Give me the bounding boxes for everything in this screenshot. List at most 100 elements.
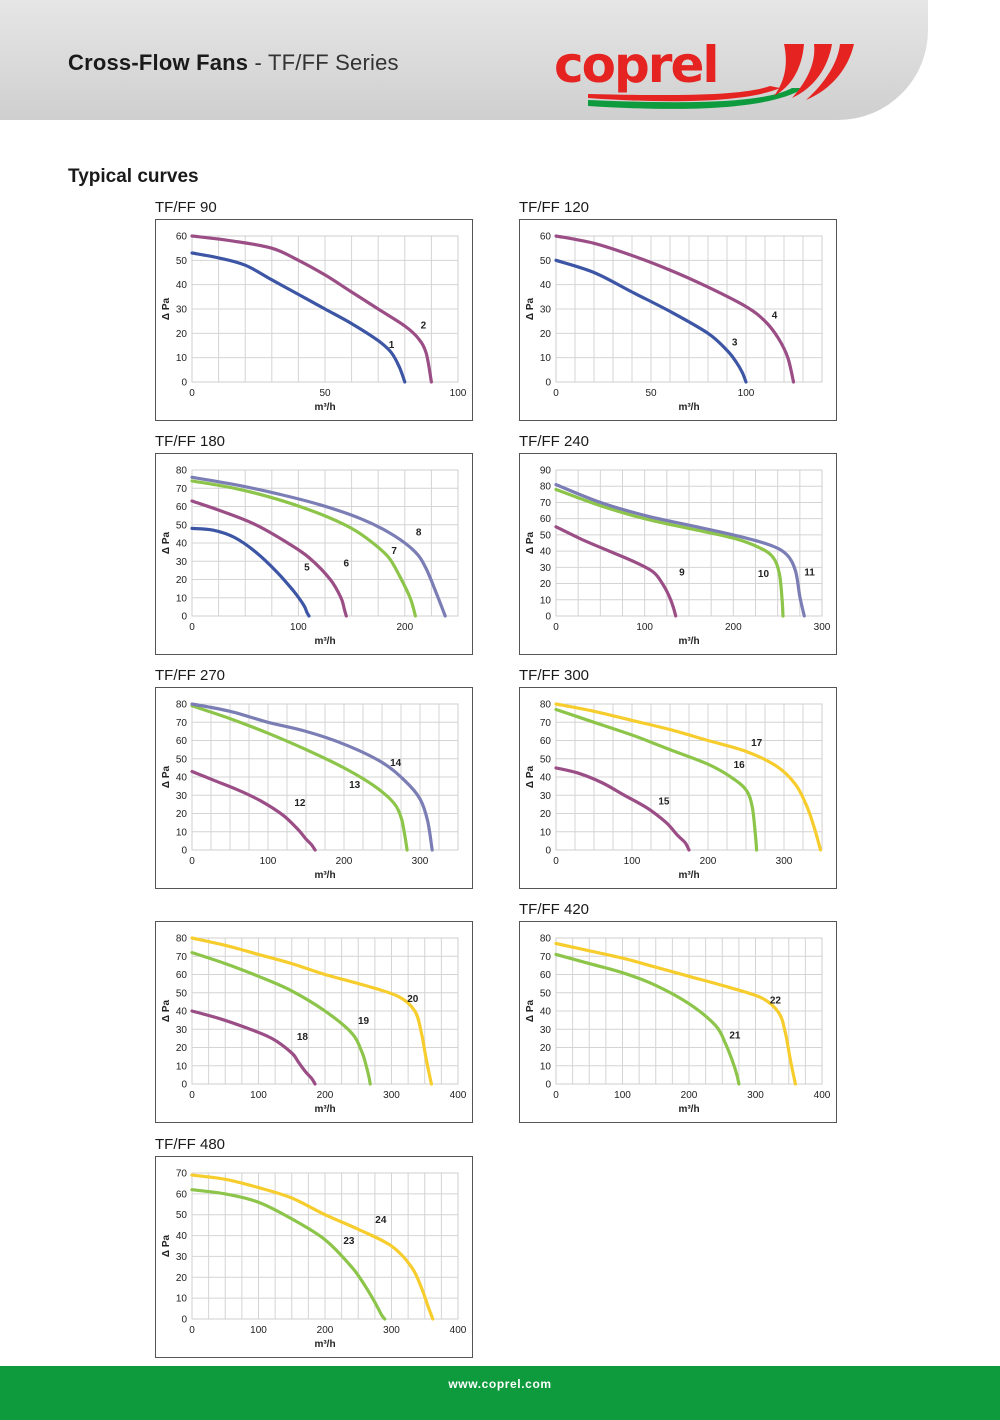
chart-1-ytick-label: 20	[176, 329, 188, 340]
chart-5-ytick-label: 50	[176, 754, 188, 765]
chart-8-xtick-label: 400	[814, 1090, 831, 1101]
chart-3-ytick-label: 10	[176, 593, 188, 604]
chart-8-plot-border	[555, 937, 823, 1085]
chart-9-curve-label-24: 24	[375, 1215, 387, 1226]
chart-4-series-9	[554, 525, 678, 618]
chart-6-xtick-label: 300	[776, 856, 793, 867]
chart-4-xtick-label: 0	[553, 622, 559, 633]
section-title: Typical curves	[68, 166, 199, 187]
chart-8-ytick-label: 10	[540, 1061, 552, 1072]
chart-7-curve-label-20: 20	[407, 994, 419, 1005]
chart-2-series-3	[554, 258, 748, 384]
page-title-strong: Cross-Flow Fans	[68, 50, 249, 75]
chart-4-ytick-label: 70	[540, 498, 552, 509]
chart-8-series-21	[554, 952, 741, 1086]
chart-3-ylabel: Δ Pa	[161, 531, 172, 554]
chart-6-ytick-label: 0	[545, 846, 551, 857]
chart-7-xtick-label: 200	[317, 1090, 334, 1101]
chart-7: 0 10 20 30 40 50 60 70 80 0 100 200 300 400 m³/h Δ Pa 18…	[155, 921, 473, 1123]
chart-8-xtick-label: 200	[681, 1090, 698, 1101]
chart-6-title: TF/FF 300	[519, 667, 590, 684]
chart-8-title: TF/FF 420	[519, 901, 590, 918]
chart-8-ytick-label: 30	[540, 1025, 552, 1036]
chart-2-ytick-label: 10	[540, 353, 552, 364]
chart-5-ytick-label: 40	[176, 773, 188, 784]
chart-5: 0 10 20 30 40 50 60 70 80 0 100 200 300 m³/h Δ Pa 12 13 1…	[155, 687, 473, 889]
chart-1-ytick-label: 50	[176, 256, 188, 267]
chart-6-plot: 0 10 20 30 40 50 60 70 80 0 100 200 300 m³/h Δ Pa 15 16 1…	[525, 700, 823, 881]
chart-2-ytick-label: 30	[540, 305, 552, 316]
logo-wordmark: coprel	[554, 36, 718, 94]
chart-6-series-16	[554, 707, 759, 852]
chart-6-series-15	[554, 766, 691, 852]
chart-1-ytick-label: 30	[176, 305, 188, 316]
chart-4: 0 10 20 30 40 50 60 70 80 90 0 100 200 300 m³/h Δ Pa 9 10…	[519, 453, 837, 655]
chart-6-grid	[555, 703, 823, 851]
chart-5-ylabel: Δ Pa	[161, 765, 172, 788]
chart-1-ytick-label: 0	[181, 378, 187, 389]
chart-8-xtick-label: 300	[747, 1090, 764, 1101]
chart-1-series-1	[190, 251, 407, 384]
chart-5-title: TF/FF 270	[155, 667, 226, 684]
chart-6-series-17	[554, 702, 823, 852]
chart-5-series-12	[190, 769, 317, 852]
chart-5-ytick-label: 30	[176, 791, 188, 802]
chart-4-ytick-label: 0	[545, 612, 551, 623]
chart-2-title: TF/FF 120	[519, 199, 590, 216]
chart-7-ytick-label: 30	[176, 1025, 188, 1036]
chart-3-xtick-label: 200	[396, 622, 413, 633]
chart-2-xtick-label: 50	[645, 388, 657, 399]
chart-6-curve-label-15: 15	[658, 796, 670, 807]
chart-1-title: TF/FF 90	[155, 199, 217, 216]
chart-7-xlabel: m³/h	[314, 1104, 335, 1115]
chart-7-ytick-label: 20	[176, 1043, 188, 1054]
chart-5-curve-label-12: 12	[294, 798, 306, 809]
chart-9-ylabel: Δ Pa	[161, 1234, 172, 1257]
chart-9-ytick-label: 60	[176, 1189, 188, 1200]
chart-8-xlabel: m³/h	[678, 1104, 699, 1115]
chart-6-ytick-label: 30	[540, 791, 552, 802]
chart-6-curve-label-17: 17	[751, 738, 763, 749]
chart-1-plot: 0 10 20 30 40 50 60 0 50 100 m³/h Δ Pa 1 2	[161, 232, 467, 414]
chart-6-ytick-label: 50	[540, 754, 552, 765]
chart-9-ytick-label: 30	[176, 1252, 188, 1263]
chart-5-plot-border	[191, 703, 459, 851]
chart-9-curve-label-23: 23	[343, 1236, 355, 1247]
chart-5-ytick-label: 10	[176, 827, 188, 838]
chart-9-xtick-label: 400	[450, 1325, 467, 1336]
chart-4-plot-border	[555, 469, 823, 617]
chart-4-xlabel: m³/h	[678, 636, 699, 647]
chart-5-curve-label-14: 14	[390, 758, 402, 769]
chart-6-ylabel: Δ Pa	[525, 765, 536, 788]
footer-url[interactable]: www.coprel.com	[448, 1377, 552, 1391]
chart-3-ytick-label: 70	[176, 484, 188, 495]
chart-7-xtick-label: 400	[450, 1090, 467, 1101]
chart-9: 0 10 20 30 40 50 60 70 0 100 200 300 400 m³/h Δ Pa 23 24	[155, 1156, 473, 1358]
chart-9-ytick-label: 10	[176, 1294, 188, 1305]
chart-3-xtick-label: 0	[189, 622, 195, 633]
chart-5-ytick-label: 0	[181, 846, 187, 857]
logo-swoosh-red	[588, 86, 780, 102]
chart-9-ytick-label: 0	[181, 1315, 187, 1326]
chart-4-xtick-label: 300	[814, 622, 831, 633]
chart-5-series-13	[190, 704, 409, 852]
chart-8-ylabel: Δ Pa	[525, 999, 536, 1022]
chart-1-xlabel: m³/h	[314, 402, 335, 413]
chart-4-xtick-label: 200	[725, 622, 742, 633]
chart-3: 0 10 20 30 40 50 60 70 80 0 100 200 m³/h Δ Pa 5 6 7 8	[155, 453, 473, 655]
chart-4-title: TF/FF 240	[519, 433, 590, 450]
chart-9-series-23	[190, 1188, 387, 1321]
chart-4-xtick-label: 100	[636, 622, 653, 633]
chart-2-xtick-label: 0	[553, 388, 559, 399]
chart-2: 0 10 20 30 40 50 60 0 50 100 m³/h Δ Pa 3 4	[519, 219, 837, 421]
chart-6-ytick-label: 10	[540, 827, 552, 838]
chart-9-ytick-label: 70	[176, 1169, 188, 1180]
chart-7-ytick-label: 50	[176, 988, 188, 999]
chart-9-plot-border	[191, 1172, 459, 1320]
chart-7-ytick-label: 80	[176, 934, 188, 945]
chart-6-ytick-label: 70	[540, 718, 552, 729]
chart-8: 0 10 20 30 40 50 60 70 80 0 100 200 300 400 m³/h Δ Pa 21…	[519, 921, 837, 1123]
chart-3-plot: 0 10 20 30 40 50 60 70 80 0 100 200 m³/h Δ Pa 5 6 7 8	[161, 466, 459, 647]
chart-8-curve-label-22: 22	[770, 996, 782, 1007]
chart-8-grid	[555, 937, 823, 1085]
